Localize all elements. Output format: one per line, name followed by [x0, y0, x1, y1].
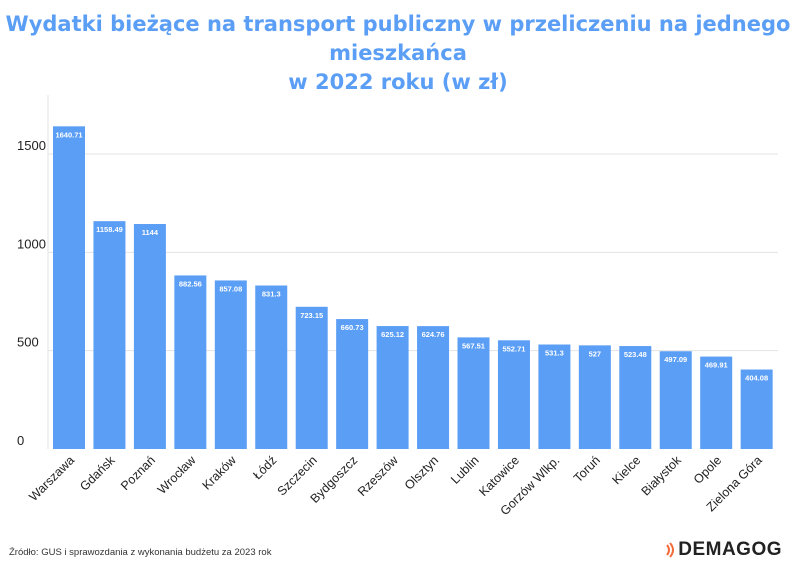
bar-value-label: 552.71: [502, 344, 525, 353]
logo-text: DEMAGOG: [678, 539, 782, 560]
bar: [255, 285, 288, 449]
bar: [619, 346, 652, 449]
bar-value-label: 523.48: [624, 350, 647, 359]
bar: [376, 326, 409, 449]
x-tick-label: Gdańsk: [77, 453, 118, 494]
bar: [295, 306, 328, 449]
data-labels: 1640.71 1158.49 1144 882.56 857.08 831.3 723.1…: [55, 130, 768, 382]
bar: [457, 337, 490, 449]
chart-title-line-1: Wydatki bieżące na transport publiczny w…: [5, 12, 791, 65]
bar: [659, 351, 692, 449]
bar: [538, 344, 571, 449]
bar-value-label: 497.09: [664, 355, 687, 364]
x-tick-label: Olsztyn: [402, 453, 441, 492]
bar-value-label: 624.76: [422, 330, 445, 339]
x-tick-label: Toruń: [571, 453, 603, 485]
bar-value-label: 857.08: [219, 284, 242, 293]
bar: [214, 280, 247, 449]
chart-title-line-2: w 2022 roku (w zł): [288, 70, 508, 94]
bar: [578, 345, 611, 449]
bar-value-label: 625.12: [381, 330, 404, 339]
bar: [700, 356, 733, 449]
bar-value-label: 531.3: [545, 349, 564, 358]
bar: [93, 221, 126, 449]
x-tick-label: Łódź: [250, 453, 279, 482]
bar-value-label: 1640.71: [55, 130, 82, 139]
bar-value-label: 660.73: [341, 323, 364, 332]
bar: [133, 224, 166, 449]
y-axis-ticks: 0 500 1000 1500: [17, 138, 46, 448]
bars: [53, 126, 773, 450]
bar-value-label: 831.3: [262, 290, 281, 299]
source-note: Źródło: GUS i sprawozdania z wykonania b…: [9, 547, 272, 558]
x-tick-label: Rzeszów: [355, 453, 401, 499]
y-tick-label: 1500: [17, 138, 46, 153]
x-tick-label: Warszawa: [26, 453, 77, 504]
gridlines: [48, 153, 778, 352]
bar: [740, 369, 773, 449]
y-tick-label: 500: [17, 335, 39, 350]
x-tick-label: Kielce: [609, 453, 643, 487]
demagog-logo: DEMAGOG: [665, 539, 782, 561]
bar-value-label: 469.91: [705, 361, 728, 370]
bar: [497, 340, 530, 449]
bar-value-label: 882.56: [179, 279, 202, 288]
bar-value-label: 404.08: [745, 374, 768, 383]
bar: [174, 275, 207, 449]
x-tick-label: Białystok: [639, 453, 685, 499]
x-tick-label: Lublin: [448, 453, 482, 487]
y-tick-label: 0: [17, 433, 24, 448]
logo-mark-icon: [665, 542, 675, 558]
x-tick-label: Wrocław: [155, 453, 199, 497]
bar-value-label: 567.51: [462, 341, 485, 350]
bar-value-label: 723.15: [300, 311, 323, 320]
bar-value-label: 1144: [142, 228, 159, 237]
x-tick-label: Kraków: [200, 453, 240, 493]
bar: [336, 319, 369, 449]
bar: [53, 126, 85, 450]
bar-value-label: 527: [589, 349, 602, 358]
bar-value-label: 1158.49: [96, 225, 123, 234]
bar: [417, 326, 450, 449]
x-tick-label: Poznań: [118, 453, 158, 493]
chart-title: Wydatki bieżące na transport publiczny w…: [0, 10, 796, 97]
x-tick-label: Opole: [691, 453, 725, 487]
y-tick-label: 1000: [17, 236, 46, 251]
